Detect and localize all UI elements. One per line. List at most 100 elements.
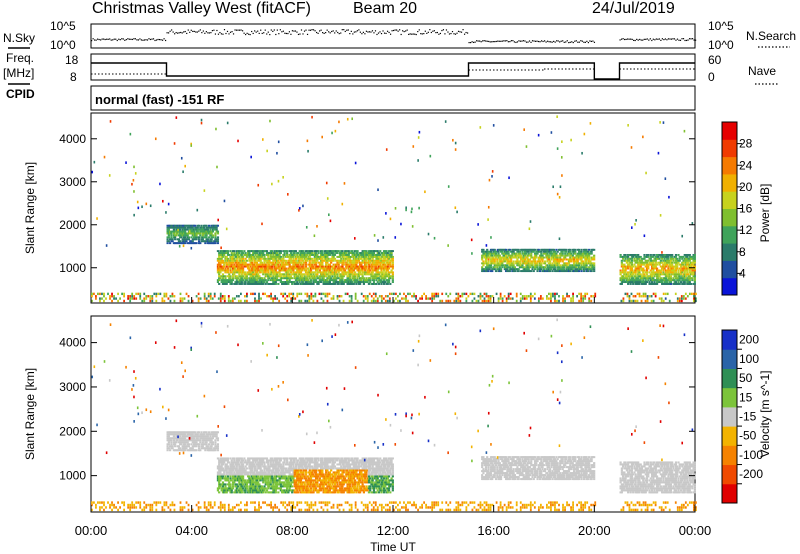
- power-cell: [661, 251, 663, 254]
- power-cell: [518, 264, 522, 267]
- power-cell: [667, 265, 670, 268]
- power-cell: [279, 279, 282, 282]
- power-cell: [486, 254, 489, 257]
- power-cell: [336, 250, 339, 253]
- power-cell: [239, 271, 242, 274]
- nsky-point: [202, 30, 204, 32]
- power-cell: [202, 228, 206, 231]
- power-cell: [654, 295, 657, 298]
- power-cell: [683, 259, 686, 262]
- power-cell: [221, 261, 225, 264]
- nsky-point: [494, 41, 496, 43]
- power-cell: [330, 271, 333, 274]
- power-cell: [520, 264, 523, 267]
- power-cell: [625, 273, 628, 276]
- power-cell: [650, 261, 654, 264]
- power-cell: [284, 292, 287, 296]
- power-cell: [659, 253, 662, 256]
- power-cell: [386, 267, 389, 270]
- power-cell: [542, 256, 545, 259]
- power-cell: [240, 267, 243, 270]
- power-cell: [377, 277, 381, 280]
- power-cell: [236, 269, 240, 272]
- power-cell: [364, 269, 367, 272]
- power-cell: [662, 283, 665, 285]
- power-cell: [654, 263, 657, 266]
- power-cell: [229, 265, 232, 268]
- nsky-point: [204, 32, 206, 34]
- nsky-point: [312, 29, 315, 31]
- power-cell: [520, 254, 523, 257]
- power-cell: [235, 295, 238, 298]
- power-cell: [576, 252, 579, 255]
- nave-tick-bottom: 0: [708, 70, 715, 84]
- power-cell: [262, 273, 265, 276]
- power-cell: [227, 297, 230, 300]
- power-cell: [353, 255, 357, 258]
- power-cell: [330, 279, 333, 282]
- power-cell: [196, 236, 199, 239]
- power-cell: [557, 258, 561, 261]
- nsky-point: [109, 38, 111, 40]
- power-cell: [371, 253, 374, 256]
- power-cell: [619, 253, 622, 256]
- power-cell: [501, 262, 504, 265]
- power-cell: [248, 271, 251, 274]
- power-cell: [554, 268, 557, 271]
- power-cell: [292, 281, 295, 284]
- power-cell: [386, 269, 389, 272]
- power-cell: [235, 263, 238, 266]
- power-cell: [286, 255, 289, 258]
- power-cell: [347, 250, 350, 253]
- power-cell: [327, 275, 330, 278]
- power-cell: [335, 277, 338, 280]
- power-cell: [342, 299, 345, 303]
- power-cell: [633, 257, 636, 260]
- power-cell: [264, 257, 267, 260]
- velocity-cell: [225, 473, 228, 476]
- power-cell: [323, 253, 326, 256]
- power-cell: [167, 234, 170, 237]
- velocity-cell: [223, 489, 226, 492]
- power-cell: [301, 253, 304, 256]
- power-cell: [180, 226, 183, 229]
- power-cell: [541, 260, 544, 263]
- power-cell: [629, 267, 632, 270]
- power-cell: [638, 281, 641, 284]
- power-cell: [654, 279, 657, 282]
- nsky-point: [211, 30, 213, 32]
- power-cell: [488, 266, 491, 269]
- power-cell: [262, 265, 265, 268]
- power-cell: [243, 253, 246, 256]
- power-cell: [653, 273, 656, 276]
- nsky-point: [152, 38, 155, 40]
- power-cell: [182, 236, 186, 239]
- power-cell: [527, 264, 530, 267]
- nsky-point: [560, 40, 562, 42]
- power-cell: [309, 250, 313, 253]
- power-cell: [516, 248, 519, 251]
- power-cell: [299, 253, 303, 256]
- power-cell: [673, 279, 676, 282]
- power-cell: [279, 259, 282, 262]
- power-cell: [231, 253, 235, 256]
- nsky-point: [337, 31, 339, 34]
- power-cell: [586, 270, 589, 273]
- power-cell: [352, 277, 355, 280]
- power-cell: [216, 267, 220, 270]
- power-cell: [622, 265, 625, 268]
- power-cell: [270, 261, 274, 264]
- power-cell: [205, 236, 208, 239]
- power-cell: [259, 267, 262, 270]
- power-cell: [643, 281, 646, 284]
- power-cell: [619, 279, 622, 282]
- power-cell: [680, 297, 683, 300]
- power-cell: [216, 257, 220, 260]
- power-cell: [338, 281, 342, 284]
- power-cell: [252, 269, 255, 272]
- power-cell: [526, 254, 529, 257]
- power-cell: [322, 275, 325, 278]
- power-cell: [191, 224, 194, 227]
- power-cell: [204, 230, 207, 233]
- power-cell: [652, 267, 655, 270]
